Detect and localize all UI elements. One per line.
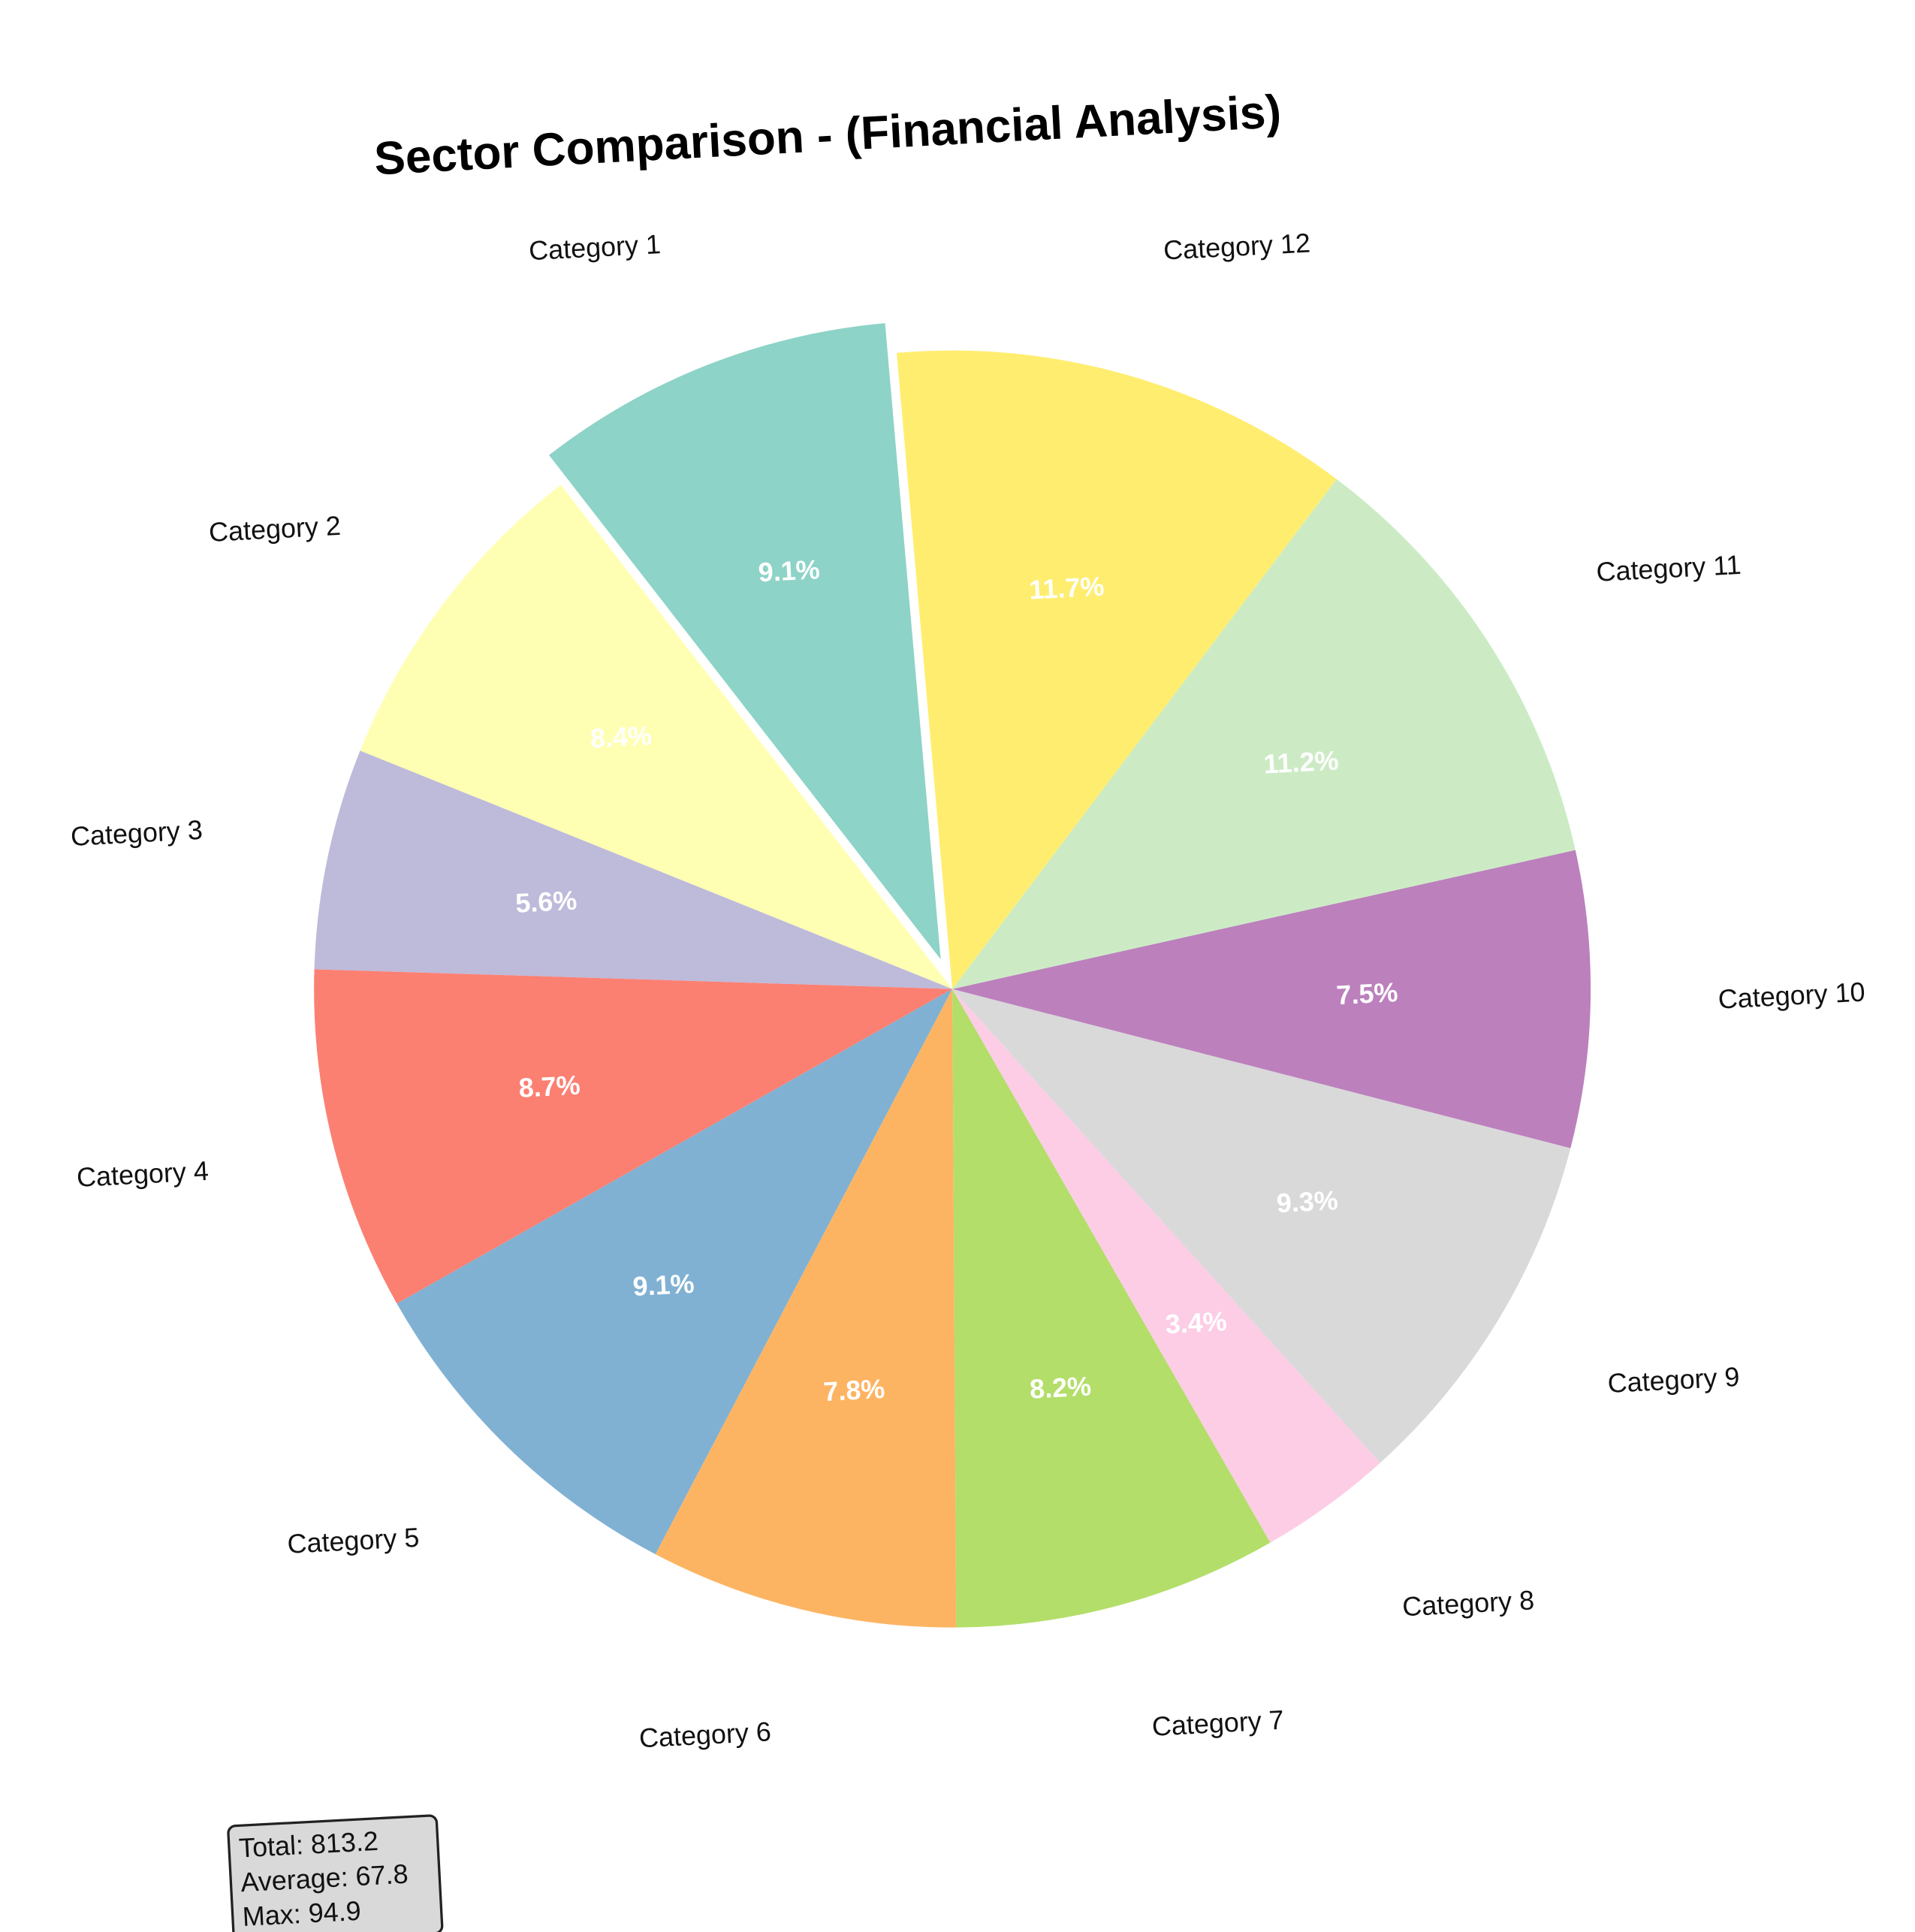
percent-label: 8.4% xyxy=(590,720,653,753)
slice-label: Category 1 xyxy=(528,228,662,266)
pie-slice xyxy=(314,750,953,989)
pie-slice xyxy=(360,485,953,989)
percent-label: 9.1% xyxy=(632,1268,695,1302)
percent-label: 9.1% xyxy=(758,554,821,587)
pie-slice xyxy=(952,989,1380,1543)
slice-label: Category 5 xyxy=(286,1522,420,1559)
percent-label: 7.8% xyxy=(822,1373,885,1407)
percent-label: 8.7% xyxy=(518,1070,581,1103)
slice-label: Category 11 xyxy=(1595,549,1742,587)
pie-slice xyxy=(397,989,953,1555)
percent-label: 7.5% xyxy=(1335,977,1398,1010)
percent-label: 8.2% xyxy=(1029,1370,1092,1404)
slice-label: Category 7 xyxy=(1151,1704,1285,1742)
slice-label: Category 12 xyxy=(1163,227,1311,265)
slice-label: Category 2 xyxy=(208,510,342,548)
percent-label: 11.2% xyxy=(1262,744,1339,779)
slice-label: Category 9 xyxy=(1607,1361,1741,1399)
percent-label: 3.4% xyxy=(1165,1306,1228,1339)
percent-label: 5.6% xyxy=(514,885,578,919)
pie-slice xyxy=(549,323,941,960)
pie-slice xyxy=(952,478,1576,989)
pie-slice xyxy=(952,850,1591,1149)
percent-label: 11.7% xyxy=(1028,570,1105,605)
slice-label: Category 10 xyxy=(1717,977,1866,1015)
pie-slice xyxy=(952,989,1271,1628)
chart-body: Sector Comparison - (Financial Analysis)… xyxy=(70,86,1866,1932)
stats-text: Total: 813.2 xyxy=(238,1825,379,1864)
pie-slice xyxy=(655,989,957,1628)
slice-label: Category 8 xyxy=(1401,1584,1535,1622)
stats-box xyxy=(227,1814,444,1932)
percent-label: 9.3% xyxy=(1276,1185,1339,1218)
chart-title: Sector Comparison - (Financial Analysis) xyxy=(373,86,1283,185)
slice-label: Category 4 xyxy=(76,1155,210,1193)
stats-text: Max: 94.9 xyxy=(242,1895,362,1932)
pie-slice xyxy=(897,350,1337,989)
slice-label: Category 3 xyxy=(70,814,204,852)
pie-slice xyxy=(952,989,1571,1463)
slice-label: Category 6 xyxy=(638,1716,772,1753)
pie-slice xyxy=(314,969,953,1304)
